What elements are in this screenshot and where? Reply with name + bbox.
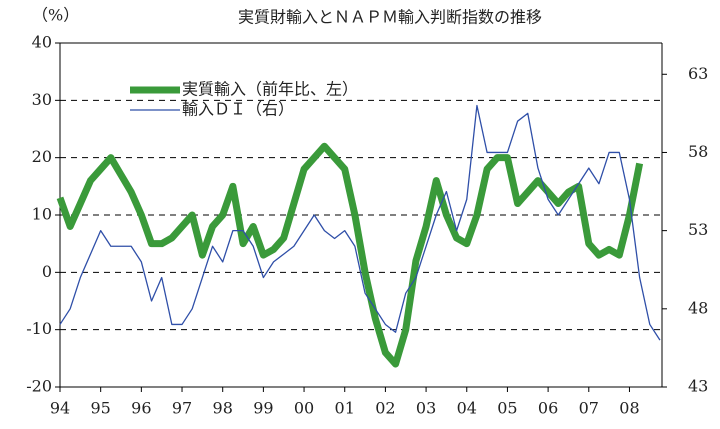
y-axis-label: （%） xyxy=(32,6,79,25)
x-tick-label: 07 xyxy=(579,399,599,418)
x-tick-label: 99 xyxy=(253,399,273,418)
legend-label: 実質輸入（前年比、左） xyxy=(182,80,358,99)
x-tick-label: 06 xyxy=(538,399,558,418)
x-tick-label: 98 xyxy=(213,399,233,418)
x-tick-label: 00 xyxy=(294,399,314,418)
y2-tick-label: 63 xyxy=(688,64,708,83)
y2-tick-label: 43 xyxy=(688,377,708,396)
y-tick-label: 40 xyxy=(32,33,52,52)
series-line xyxy=(59,104,661,341)
y2-tick-label: 58 xyxy=(688,142,708,161)
y-tick-label: 20 xyxy=(32,147,52,166)
x-tick-label: 05 xyxy=(497,399,517,418)
y2-tick-label: 48 xyxy=(688,298,708,317)
x-tick-label: 97 xyxy=(172,399,192,418)
x-tick-label: 01 xyxy=(335,399,355,418)
x-tick-label: 96 xyxy=(131,399,151,418)
chart-title: 実質財輸入とＮＡＰＭ輸入判断指数の推移 xyxy=(238,8,542,27)
x-tick-label: 95 xyxy=(90,399,110,418)
y-tick-label: 30 xyxy=(32,90,52,109)
y-tick-label: 10 xyxy=(32,205,52,224)
series-line xyxy=(56,142,644,368)
y-tick-label: -20 xyxy=(26,377,52,396)
y-tick-label: -10 xyxy=(26,319,52,338)
x-tick-label: 08 xyxy=(619,399,639,418)
x-tick-label: 94 xyxy=(50,399,70,418)
x-tick-label: 03 xyxy=(416,399,436,418)
x-tick-label: 02 xyxy=(375,399,395,418)
legend-label: 輸入ＤＩ（右） xyxy=(182,100,294,119)
y2-tick-label: 53 xyxy=(688,220,708,239)
x-tick-label: 04 xyxy=(457,399,477,418)
y-tick-label: 0 xyxy=(42,262,52,281)
